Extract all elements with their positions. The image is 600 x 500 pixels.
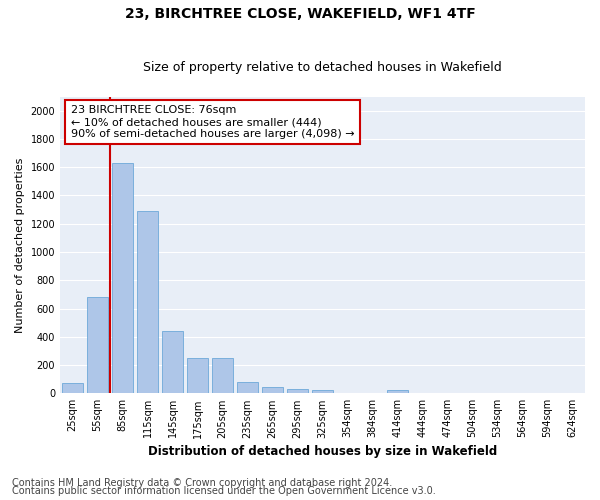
Text: Contains public sector information licensed under the Open Government Licence v3: Contains public sector information licen… (12, 486, 436, 496)
Bar (187, 358, 208, 394)
Bar (262, 387, 283, 394)
Bar (162, 331, 183, 394)
Bar (62, 382, 83, 394)
Bar (312, 390, 333, 394)
Y-axis label: Number of detached properties: Number of detached properties (15, 157, 25, 332)
Bar (287, 389, 308, 394)
Bar (87, 297, 108, 394)
Bar (137, 211, 158, 394)
Bar (112, 163, 133, 394)
Text: 23, BIRCHTREE CLOSE, WAKEFIELD, WF1 4TF: 23, BIRCHTREE CLOSE, WAKEFIELD, WF1 4TF (125, 8, 475, 22)
Bar (387, 390, 408, 394)
Bar (237, 382, 258, 394)
Bar (212, 358, 233, 394)
Text: Contains HM Land Registry data © Crown copyright and database right 2024.: Contains HM Land Registry data © Crown c… (12, 478, 392, 488)
Title: Size of property relative to detached houses in Wakefield: Size of property relative to detached ho… (143, 62, 502, 74)
X-axis label: Distribution of detached houses by size in Wakefield: Distribution of detached houses by size … (148, 444, 497, 458)
Text: 23 BIRCHTREE CLOSE: 76sqm
← 10% of detached houses are smaller (444)
90% of semi: 23 BIRCHTREE CLOSE: 76sqm ← 10% of detac… (71, 106, 354, 138)
